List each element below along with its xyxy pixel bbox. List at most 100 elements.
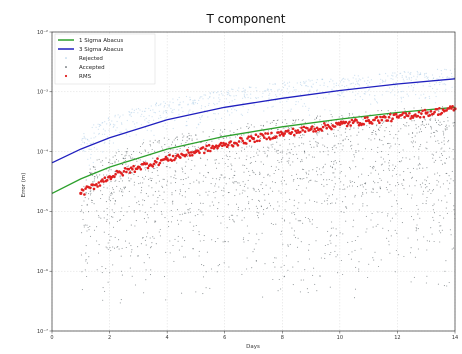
accepted-point — [142, 199, 144, 201]
accepted-point — [272, 223, 274, 226]
accepted-point — [343, 184, 345, 186]
accepted-point — [294, 214, 296, 216]
accepted-point — [174, 152, 176, 155]
accepted-point — [214, 183, 217, 185]
accepted-point — [401, 222, 403, 224]
accepted-point — [171, 144, 173, 146]
rejected-point — [136, 122, 138, 124]
accepted-point — [364, 182, 366, 184]
rejected-point — [395, 76, 397, 78]
accepted-point — [198, 209, 200, 211]
rejected-point — [247, 109, 249, 111]
rms-point — [89, 186, 92, 190]
rejected-point — [439, 76, 441, 78]
accepted-point — [89, 225, 91, 227]
rejected-point — [303, 81, 305, 83]
accepted-point — [228, 216, 230, 218]
accepted-point — [283, 180, 285, 182]
rejected-point — [171, 111, 173, 113]
accepted-point — [121, 154, 123, 156]
rejected-point — [129, 114, 131, 116]
rejected-point — [295, 89, 297, 91]
accepted-point — [267, 146, 269, 148]
accepted-point — [413, 120, 415, 122]
rejected-point — [392, 89, 394, 91]
accepted-point — [365, 231, 367, 233]
accepted-point — [218, 264, 221, 266]
rejected-point — [410, 77, 413, 79]
accepted-point — [388, 159, 391, 161]
accepted-point — [219, 133, 221, 135]
accepted-point — [114, 162, 116, 164]
rejected-point — [392, 75, 394, 77]
accepted-point — [185, 161, 187, 163]
accepted-point — [339, 172, 341, 174]
accepted-point — [252, 171, 254, 173]
accepted-point — [439, 186, 441, 188]
accepted-point — [188, 209, 190, 211]
rejected-point — [335, 82, 338, 84]
accepted-point — [182, 139, 184, 141]
accepted-point — [294, 237, 297, 239]
accepted-point — [218, 186, 220, 188]
accepted-point — [121, 164, 123, 166]
accepted-point — [139, 145, 142, 148]
accepted-point — [361, 173, 363, 175]
rejected-point — [308, 107, 310, 109]
accepted-point — [80, 211, 82, 213]
accepted-point — [388, 244, 390, 246]
y-tick-label: 10⁻⁵ — [37, 209, 48, 215]
accepted-point — [265, 184, 267, 186]
rejected-point — [89, 142, 91, 145]
accepted-point — [92, 166, 94, 168]
rms-point — [265, 137, 269, 141]
accepted-point — [108, 233, 110, 236]
accepted-point — [332, 148, 334, 150]
accepted-point — [108, 198, 110, 200]
rejected-point — [288, 92, 290, 94]
accepted-point — [309, 221, 311, 223]
rms-point — [313, 127, 317, 131]
accepted-point — [133, 181, 135, 183]
accepted-point — [270, 144, 272, 146]
accepted-point — [260, 184, 262, 186]
accepted-point — [172, 200, 174, 202]
accepted-point — [283, 127, 285, 129]
accepted-point — [308, 244, 310, 246]
accepted-point — [433, 203, 435, 205]
rejected-point — [155, 102, 157, 104]
accepted-point — [111, 209, 113, 211]
rms-point — [302, 125, 306, 129]
accepted-point — [326, 200, 328, 202]
rejected-point — [425, 72, 427, 74]
accepted-point — [188, 187, 190, 190]
rejected-point — [402, 96, 404, 98]
accepted-point — [331, 202, 333, 204]
accepted-point — [203, 235, 205, 237]
accepted-point — [453, 122, 455, 124]
accepted-point — [156, 203, 158, 205]
x-tick-label: 0 — [50, 335, 53, 341]
accepted-point — [432, 205, 434, 207]
accepted-point — [346, 207, 348, 209]
rejected-point — [444, 68, 446, 70]
rejected-point — [201, 96, 203, 98]
rejected-point — [445, 84, 447, 86]
accepted-point — [171, 194, 173, 196]
accepted-point — [81, 271, 83, 273]
rejected-point — [104, 130, 106, 132]
accepted-point — [120, 255, 122, 257]
accepted-point — [130, 245, 132, 247]
accepted-point — [176, 149, 178, 151]
accepted-point — [335, 147, 337, 149]
accepted-point — [118, 180, 120, 183]
accepted-point — [434, 119, 436, 121]
rejected-point — [131, 108, 133, 110]
accepted-point — [217, 208, 219, 210]
accepted-point — [416, 204, 418, 207]
rejected-point — [207, 98, 209, 100]
accepted-point — [434, 173, 436, 175]
accepted-point — [193, 181, 195, 183]
accepted-point — [375, 134, 377, 136]
rejected-point — [297, 101, 299, 103]
